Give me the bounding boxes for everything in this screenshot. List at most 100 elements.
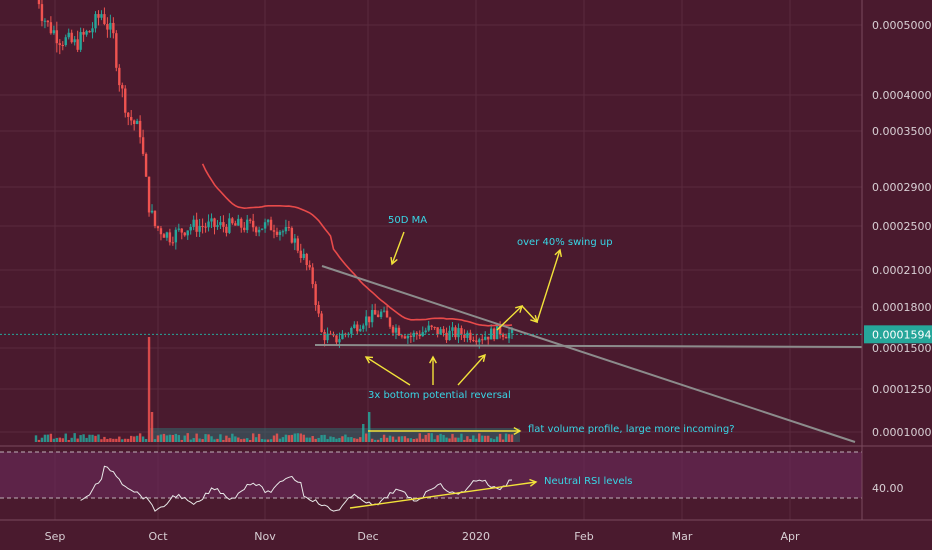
volume-bar	[171, 434, 175, 442]
volume-bar	[409, 438, 413, 442]
volume-bar	[362, 424, 365, 442]
volume-bar	[278, 438, 282, 442]
candle-body	[189, 226, 192, 231]
candle-body	[243, 227, 246, 231]
candle-body	[418, 334, 421, 337]
volume-bar	[335, 438, 338, 442]
candle-body	[246, 219, 249, 231]
candle-body	[192, 219, 195, 227]
candle-body	[132, 120, 136, 125]
volume-bar	[481, 435, 484, 442]
volume-bar	[451, 433, 454, 442]
volume-bar	[403, 436, 407, 442]
volume-bar	[341, 436, 344, 442]
volume-bar	[174, 433, 178, 442]
candle-body	[204, 226, 207, 228]
volume-bar	[439, 433, 442, 442]
volume-bar	[275, 433, 279, 442]
candle-body	[37, 0, 41, 5]
candle-body	[168, 232, 172, 243]
candle-body	[448, 330, 451, 341]
candle-body	[234, 223, 237, 226]
volume-bar	[234, 436, 237, 442]
volume-bar	[61, 438, 64, 442]
volume-bar	[121, 439, 124, 442]
bottom-label: 3x bottom potential reversal	[368, 390, 511, 401]
volume-bar	[168, 434, 172, 442]
volume-bar	[112, 438, 115, 442]
candle-body	[412, 332, 416, 337]
volume-bar	[406, 438, 410, 442]
volume-bar	[507, 434, 511, 442]
candle-body	[492, 328, 496, 340]
candle-body	[177, 228, 180, 230]
volume-bar	[49, 433, 53, 442]
y-tick-label: 0.0004000	[872, 89, 932, 102]
candle-body	[484, 336, 487, 340]
volume-bar	[91, 434, 94, 442]
candle-body	[400, 335, 404, 337]
candle-body	[350, 328, 353, 334]
y-tick-label: 0.0002100	[872, 264, 932, 277]
candle-body	[370, 310, 374, 323]
candle-body	[115, 33, 118, 68]
volume-bar	[79, 435, 82, 442]
volume-bar	[281, 437, 285, 442]
candle-body	[43, 20, 47, 22]
candle-body	[293, 238, 297, 243]
volume-bar	[424, 434, 427, 442]
candle-body	[249, 219, 252, 221]
volume-bar	[376, 439, 380, 442]
candle-body	[240, 218, 243, 228]
volume-bar	[492, 439, 496, 442]
rsi-label: Neutral RSI levels	[544, 476, 633, 487]
volume-bar	[320, 435, 323, 442]
candle-body	[362, 325, 365, 329]
candle-body	[88, 31, 91, 33]
volume-bar	[436, 435, 439, 442]
volume-bar	[475, 438, 478, 442]
volume-bar	[177, 435, 180, 442]
volume-bar	[94, 435, 97, 442]
volume-bar	[484, 435, 487, 442]
rsi-pane	[0, 445, 932, 512]
candle-body	[403, 336, 407, 339]
volume-bar	[76, 438, 79, 442]
volume-bar	[147, 337, 151, 442]
candle-body	[365, 316, 368, 326]
candle-body	[445, 332, 448, 341]
volume-bar	[368, 412, 371, 442]
volume-bar	[55, 437, 59, 442]
x-tick-label: 2020	[462, 530, 490, 543]
ma-arrow-head	[390, 256, 398, 266]
volume-bar	[106, 438, 109, 442]
volume-bar	[103, 436, 106, 442]
volume-bar	[141, 436, 145, 442]
candle-body	[487, 336, 490, 340]
volume-bar	[332, 437, 335, 442]
candle-body	[397, 327, 401, 336]
volume-bar	[323, 434, 326, 442]
volume-bar	[204, 434, 207, 442]
candle-body	[171, 242, 175, 244]
candle-body	[70, 32, 73, 43]
volume-bar	[130, 435, 133, 442]
candle-body	[174, 229, 178, 243]
candle-body	[394, 327, 398, 333]
swing-arrow-3-head	[554, 248, 563, 258]
volume-bar	[46, 434, 50, 442]
candle-body	[186, 230, 189, 236]
candle-body	[391, 326, 395, 333]
volume-bar	[162, 433, 166, 442]
volume-bar	[263, 439, 267, 442]
volume-bar	[391, 436, 395, 442]
x-tick-label: Mar	[672, 530, 693, 543]
candle-body	[106, 24, 109, 30]
candle-body	[141, 137, 145, 154]
candle-body	[121, 85, 124, 89]
candle-body	[368, 316, 371, 323]
current-price-tag	[864, 325, 932, 344]
volume-bar	[210, 436, 213, 442]
volume-bar	[442, 434, 445, 442]
